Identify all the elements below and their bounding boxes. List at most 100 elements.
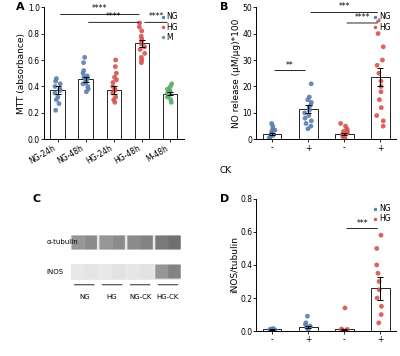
Bar: [335, 134, 354, 139]
Text: ****: ****: [106, 12, 122, 21]
Point: [138, 60, 145, 66]
Point: [376, 279, 382, 284]
Point: [112, 57, 119, 63]
Point: [344, 326, 350, 332]
Point: [272, 127, 278, 133]
Bar: [135, 43, 149, 139]
Point: [375, 271, 381, 276]
Point: [339, 328, 346, 333]
Point: [138, 33, 144, 39]
FancyBboxPatch shape: [155, 235, 168, 250]
Point: [306, 94, 312, 100]
Point: [110, 90, 116, 96]
Text: ****: ****: [92, 4, 108, 13]
Point: [268, 326, 275, 332]
Y-axis label: MTT (absorbance): MTT (absorbance): [17, 33, 26, 114]
Point: [342, 305, 348, 311]
Point: [307, 323, 313, 329]
Text: iNOS: iNOS: [47, 268, 64, 274]
Point: [138, 41, 145, 47]
Text: **: **: [286, 61, 294, 69]
Point: [136, 20, 143, 26]
Point: [380, 118, 386, 124]
Point: [378, 312, 384, 318]
Point: [342, 123, 349, 129]
Legend: NG, HG: NG, HG: [371, 203, 392, 225]
Point: [302, 110, 308, 116]
Point: [110, 80, 116, 85]
FancyBboxPatch shape: [100, 235, 112, 250]
Point: [82, 77, 89, 83]
Point: [376, 320, 382, 326]
Point: [167, 84, 174, 89]
Bar: [299, 109, 318, 139]
FancyBboxPatch shape: [84, 265, 97, 279]
Point: [340, 134, 346, 140]
Point: [138, 28, 145, 34]
Point: [141, 44, 148, 49]
Bar: [263, 329, 282, 331]
Point: [267, 326, 273, 332]
FancyBboxPatch shape: [72, 235, 84, 250]
Point: [168, 99, 174, 105]
Text: C: C: [33, 194, 41, 204]
Bar: [299, 327, 318, 331]
Point: [84, 73, 90, 79]
Point: [113, 77, 120, 83]
Point: [344, 130, 351, 136]
Point: [380, 44, 386, 49]
Bar: [106, 90, 121, 139]
FancyBboxPatch shape: [155, 265, 168, 279]
Point: [166, 88, 173, 93]
Point: [303, 121, 309, 126]
FancyBboxPatch shape: [168, 265, 181, 279]
Point: [374, 262, 380, 268]
Bar: [71, 264, 180, 279]
Y-axis label: NO release (μM/μg)*100: NO release (μM/μg)*100: [232, 19, 241, 128]
Text: D: D: [220, 194, 229, 204]
Point: [342, 135, 348, 141]
Point: [378, 84, 384, 89]
Bar: [78, 79, 93, 139]
Point: [308, 118, 314, 124]
Point: [84, 76, 90, 82]
Point: [112, 86, 118, 92]
Point: [84, 84, 91, 89]
Point: [338, 326, 345, 332]
Point: [112, 88, 118, 93]
Text: ***: ***: [338, 2, 350, 11]
Point: [266, 135, 272, 141]
FancyBboxPatch shape: [112, 235, 125, 250]
FancyBboxPatch shape: [112, 265, 125, 279]
Point: [80, 60, 87, 66]
Point: [302, 115, 308, 121]
Point: [375, 31, 381, 36]
Point: [85, 86, 92, 92]
Point: [112, 94, 119, 100]
Text: NG-CK: NG-CK: [129, 294, 151, 300]
Point: [111, 74, 118, 80]
Point: [112, 64, 118, 69]
Point: [80, 68, 87, 73]
Point: [340, 129, 347, 134]
Point: [164, 90, 171, 96]
Point: [268, 129, 275, 134]
Point: [340, 132, 346, 138]
Text: ****: ****: [354, 13, 370, 22]
Text: A: A: [16, 2, 25, 12]
Point: [80, 81, 86, 87]
Point: [52, 78, 59, 84]
Bar: [335, 329, 354, 331]
Legend: NG, HG, M: NG, HG, M: [159, 11, 180, 43]
Point: [270, 123, 276, 129]
Point: [164, 94, 170, 100]
Point: [378, 303, 385, 309]
Point: [110, 84, 116, 89]
Point: [338, 121, 344, 126]
Bar: [263, 134, 282, 139]
Point: [338, 327, 344, 333]
Point: [308, 81, 314, 87]
Point: [55, 94, 61, 100]
Point: [83, 89, 90, 95]
Point: [340, 131, 346, 137]
